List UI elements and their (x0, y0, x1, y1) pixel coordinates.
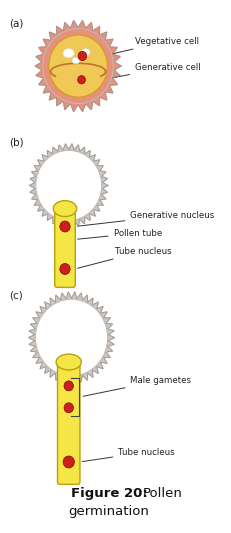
Ellipse shape (72, 58, 80, 64)
Text: Pollen: Pollen (142, 487, 182, 500)
Ellipse shape (63, 49, 74, 58)
Text: Figure 20:: Figure 20: (70, 487, 147, 500)
Text: Vegetative cell: Vegetative cell (112, 37, 199, 54)
Text: (c): (c) (9, 291, 23, 301)
Ellipse shape (56, 354, 81, 370)
Circle shape (60, 221, 70, 232)
Text: (a): (a) (9, 18, 23, 28)
Text: (b): (b) (9, 138, 24, 148)
Circle shape (36, 150, 102, 221)
Text: Tube nucleus: Tube nucleus (82, 448, 175, 462)
FancyBboxPatch shape (58, 364, 80, 484)
Circle shape (63, 456, 74, 468)
Text: Generative cell: Generative cell (110, 62, 201, 78)
Text: Pollen tube: Pollen tube (78, 229, 162, 239)
Circle shape (35, 299, 108, 376)
Circle shape (60, 263, 70, 274)
Circle shape (64, 403, 73, 413)
Polygon shape (28, 292, 115, 383)
Polygon shape (35, 21, 121, 111)
FancyBboxPatch shape (55, 210, 75, 287)
Ellipse shape (82, 49, 90, 56)
Circle shape (49, 35, 107, 97)
Circle shape (43, 29, 113, 103)
Text: germination: germination (69, 505, 149, 518)
Text: Male gametes: Male gametes (83, 376, 191, 396)
Circle shape (64, 381, 73, 391)
Polygon shape (29, 144, 108, 227)
Text: Tube nucleus: Tube nucleus (77, 247, 172, 268)
Circle shape (78, 51, 87, 61)
Text: Generative nucleus: Generative nucleus (78, 211, 215, 226)
Circle shape (78, 76, 85, 84)
Ellipse shape (53, 200, 77, 216)
